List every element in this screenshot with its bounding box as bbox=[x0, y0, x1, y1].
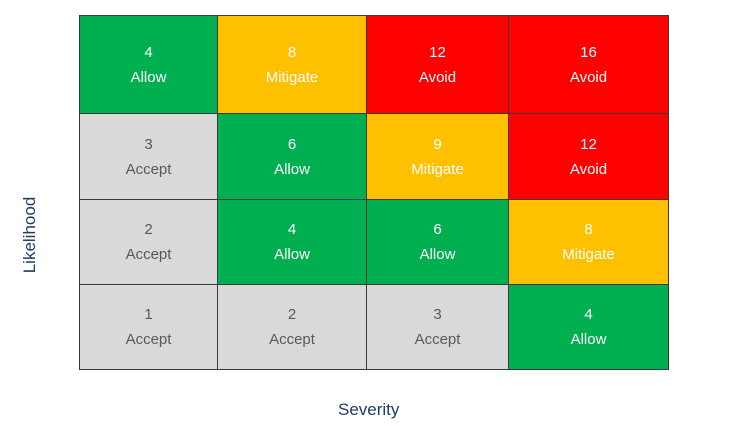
risk-cell: 3 Accept bbox=[79, 113, 218, 200]
risk-action: Allow bbox=[274, 246, 310, 263]
risk-action: Accept bbox=[125, 331, 172, 348]
risk-cell: 6 Allow bbox=[366, 199, 509, 285]
risk-action: Allow bbox=[274, 160, 310, 178]
x-axis-label: Severity bbox=[338, 400, 400, 419]
risk-score: 6 bbox=[433, 221, 442, 238]
risk-score: 2 bbox=[144, 221, 153, 238]
risk-action: Avoid bbox=[569, 160, 608, 178]
risk-cell: 6 Allow bbox=[217, 113, 367, 200]
risk-action: Mitigate bbox=[265, 68, 319, 86]
risk-action: Allow bbox=[130, 68, 167, 86]
risk-score: 4 bbox=[584, 306, 593, 323]
risk-cell: 3 Accept bbox=[366, 284, 509, 370]
risk-cell: 8 Mitigate bbox=[508, 199, 669, 285]
risk-cell: 12 Avoid bbox=[366, 15, 509, 114]
risk-score: 2 bbox=[287, 306, 297, 323]
risk-action: Accept bbox=[269, 331, 315, 348]
risk-cell: 2 Accept bbox=[217, 284, 367, 370]
risk-cell: 4 Allow bbox=[79, 15, 218, 114]
risk-action: Accept bbox=[125, 246, 172, 263]
risk-action: Mitigate bbox=[411, 160, 464, 178]
risk-action: Allow bbox=[419, 246, 456, 263]
risk-cell: 9 Mitigate bbox=[366, 113, 509, 200]
risk-score: 12 bbox=[429, 43, 446, 61]
risk-score: 12 bbox=[580, 135, 597, 153]
risk-score: 8 bbox=[584, 221, 593, 238]
risk-action: Avoid bbox=[569, 68, 608, 86]
risk-cell: 4 Allow bbox=[217, 199, 367, 285]
risk-score: 4 bbox=[144, 43, 153, 61]
risk-score: 1 bbox=[144, 306, 153, 323]
risk-score: 4 bbox=[287, 221, 297, 238]
risk-action: Allow bbox=[570, 331, 607, 348]
risk-action: Avoid bbox=[418, 68, 457, 86]
risk-cell: 4 Allow bbox=[508, 284, 669, 370]
risk-cell: 1 Accept bbox=[79, 284, 218, 370]
risk-score: 3 bbox=[433, 306, 442, 323]
risk-action: Mitigate bbox=[562, 246, 615, 263]
risk-score: 3 bbox=[144, 135, 153, 153]
risk-cell: 2 Accept bbox=[79, 199, 218, 285]
risk-score: 16 bbox=[580, 43, 597, 61]
y-axis-label: Likelihood bbox=[20, 196, 39, 274]
risk-score: 6 bbox=[287, 135, 297, 153]
risk-cell: 8 Mitigate bbox=[217, 15, 367, 114]
risk-matrix: 4 Allow 8 Mitigate 12 Avoid 16 Avoid 3 Accept 6 All… bbox=[79, 15, 669, 370]
risk-cell: 16 Avoid bbox=[508, 15, 669, 114]
risk-action: Accept bbox=[125, 160, 172, 178]
risk-score: 9 bbox=[433, 135, 442, 153]
risk-score: 8 bbox=[287, 43, 297, 61]
risk-action: Accept bbox=[414, 331, 461, 348]
risk-cell: 12 Avoid bbox=[508, 113, 669, 200]
